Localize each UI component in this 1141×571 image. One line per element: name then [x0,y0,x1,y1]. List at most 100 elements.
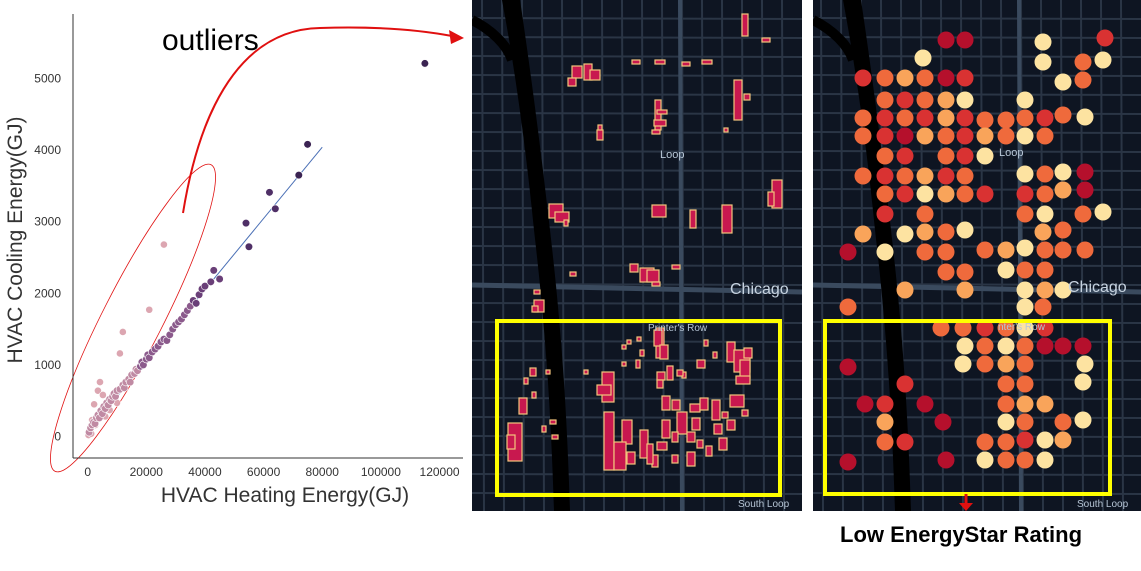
street [813,340,1141,343]
rating-dot [1076,241,1094,259]
rating-dot [1016,109,1034,127]
x-tick-label: 0 [84,465,91,479]
rating-dot [1054,163,1072,181]
rating-dot [1054,221,1072,239]
building [541,425,547,433]
river-branch [813,15,858,62]
outlier-point [90,400,99,409]
building [661,395,671,411]
rating-dot [916,167,934,185]
rating-dot [997,355,1015,373]
rating-dot [916,127,934,145]
rating-dot [876,205,894,223]
rating-dot [896,167,914,185]
rating-dot [916,243,934,261]
rating-dot [997,375,1015,393]
building [713,423,723,435]
street [813,378,1141,381]
rating-dot [1016,355,1034,373]
rating-dot [1016,319,1034,337]
highway [813,282,1141,295]
map-label-printers-row: Printer's Row [648,323,708,334]
building [621,419,633,445]
rating-dot [1076,163,1094,181]
street [641,0,645,511]
building [567,77,577,87]
rating-dot [1054,73,1072,91]
x-tick-label: 60000 [247,465,281,479]
street [472,416,802,419]
rating-dot [1034,33,1052,51]
rating-dot [916,109,934,127]
x-tick-label: 80000 [306,465,340,479]
rating-dot [956,109,974,127]
rating-dot [976,355,994,373]
building [626,339,632,345]
building [721,204,733,234]
building [676,411,688,435]
rating-dot [896,147,914,165]
caption-arrow-head [959,503,973,511]
building [651,204,667,218]
building [711,399,721,421]
rating-dot [956,147,974,165]
street [481,0,485,511]
rating-dot [1054,181,1072,199]
building [523,377,529,385]
rating-dot [896,433,914,451]
rating-dot [1016,395,1034,413]
rating-dot [876,167,894,185]
rating-dot [997,127,1015,145]
building [653,329,663,347]
rating-dot [876,147,894,165]
outlier-point [160,240,168,249]
x-tick-label: 20000 [130,465,164,479]
rating-dot [997,261,1015,279]
street [813,454,1141,457]
rating-dot [976,147,994,165]
rating-dot [839,243,857,261]
rating-dot [1074,71,1092,89]
rating-dot [1016,451,1034,469]
street [813,264,1141,267]
rating-dot [1036,241,1054,259]
rating-dot [1036,185,1054,203]
outlier-point [116,349,124,358]
rating-dot [976,451,994,469]
street [581,0,585,511]
map-label-chicago: Chicago [1068,279,1127,296]
rating-dot [937,223,955,241]
rating-dot [976,319,994,337]
outlier-point [118,328,127,336]
rating-dot [937,69,955,87]
rating-dot [1016,91,1034,109]
building [656,441,668,451]
rating-dot [896,281,914,299]
building [569,271,577,277]
building [639,349,645,357]
rating-dot [856,395,874,413]
rating-dot [937,167,955,185]
rating-dot [1074,337,1092,355]
data-point [200,282,210,291]
rating-dot [1076,108,1094,126]
rating-dot [1016,431,1034,449]
building [651,281,661,287]
rating-dot [916,185,934,203]
rating-dot [1016,298,1034,316]
building [596,129,604,141]
rating-dot [896,91,914,109]
rating-dot [937,91,955,109]
rating-dot [932,319,950,337]
x-axis-label: HVAC Heating Energy(GJ) [161,484,409,507]
rating-dot [997,395,1015,413]
building [741,409,749,417]
building [696,439,704,449]
rating-dot [1054,106,1072,124]
building [735,375,751,385]
street [1120,0,1124,511]
building [626,451,636,465]
street [813,207,1141,210]
outliers-annotation: outliers [162,24,259,57]
rating-dot [1016,281,1034,299]
